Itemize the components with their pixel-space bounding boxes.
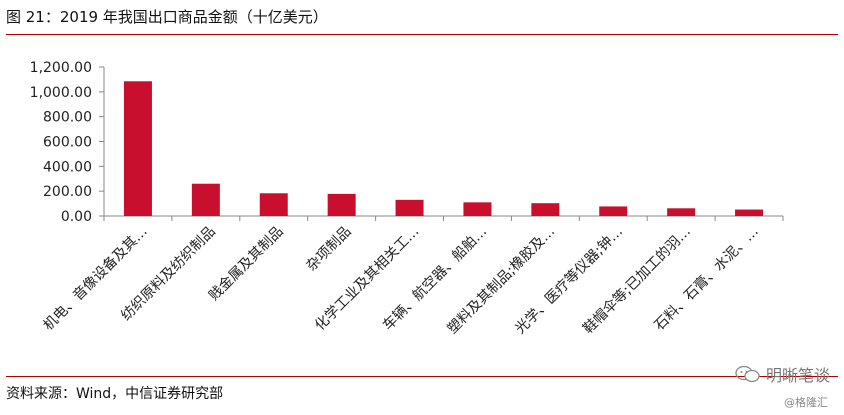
x-category-label: 塑料及其制品;橡胶及…	[444, 223, 558, 337]
bar	[395, 199, 424, 216]
x-category-label: 贱金属及其制品	[206, 224, 287, 305]
y-tick-label: 400.00	[43, 159, 92, 175]
figure-title: 图 21：2019 年我国出口商品金额（十亿美元）	[6, 8, 328, 26]
y-tick-label: 1,200.00	[30, 60, 92, 76]
chart-bars	[123, 81, 764, 216]
watermark-text: 明晰笔谈	[765, 366, 830, 385]
watermark: 明晰笔谈	[734, 362, 830, 386]
bar	[531, 203, 560, 216]
bar	[123, 81, 152, 216]
x-category-label: 杂项制品	[304, 224, 355, 275]
bar	[259, 193, 288, 216]
watermark-sub: @格隆汇	[784, 396, 828, 409]
bar	[191, 183, 220, 216]
source-note: 资料来源：Wind，中信证券研究部	[6, 386, 224, 402]
y-tick-label: 200.00	[43, 184, 92, 200]
y-tick-label: 0.00	[61, 209, 92, 225]
x-category-label: 鞋帽伞等;已加工的羽…	[580, 223, 694, 337]
bar	[667, 208, 696, 216]
y-tick-labels: 0.00 200.00 400.00 600.00 800.00 1,000.00 1,20…	[30, 60, 92, 225]
wechat-icon	[735, 365, 760, 383]
y-tick-label: 600.00	[43, 135, 92, 151]
bar	[735, 209, 764, 216]
title-rule	[6, 34, 838, 35]
x-category-label: 光学、医疗等仪器;钟…	[512, 223, 626, 337]
source-rule	[6, 376, 838, 377]
bar	[599, 206, 628, 216]
y-tick-label: 800.00	[43, 110, 92, 126]
bar	[327, 193, 356, 216]
y-tick-label: 1,000.00	[30, 85, 92, 101]
bar	[463, 202, 492, 216]
